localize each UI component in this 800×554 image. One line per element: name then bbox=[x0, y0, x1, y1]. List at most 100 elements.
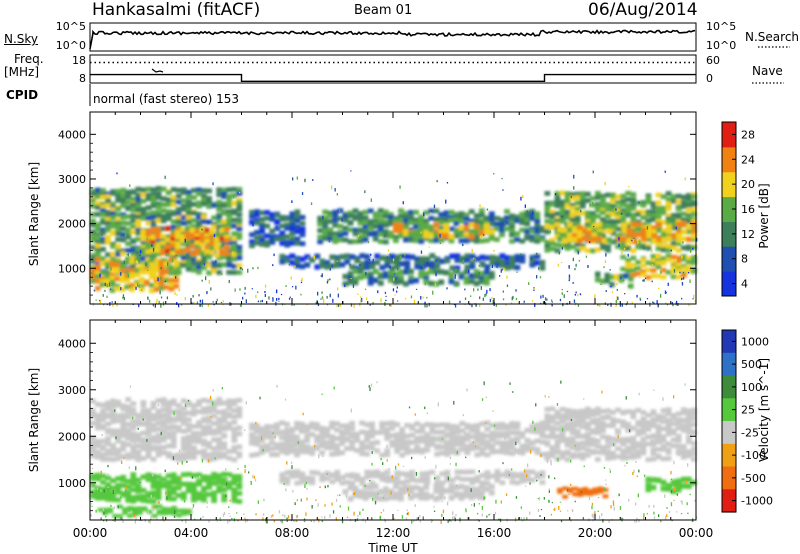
heatmap-cell bbox=[175, 414, 182, 419]
heatmap-cell bbox=[398, 269, 404, 275]
speckle-point bbox=[509, 382, 511, 385]
speckle-point bbox=[568, 494, 570, 496]
speckle-point bbox=[484, 293, 486, 298]
heatmap-cell bbox=[130, 454, 137, 460]
speckle-point bbox=[653, 504, 655, 508]
speckle-point bbox=[459, 517, 461, 521]
heatmap-cell bbox=[135, 227, 142, 233]
heatmap-cell bbox=[201, 201, 207, 207]
heatmap-cell bbox=[438, 226, 445, 231]
heatmap-cell bbox=[600, 220, 606, 226]
heatmap-cell bbox=[595, 207, 601, 213]
heatmap-cell bbox=[216, 187, 223, 193]
heatmap-cell bbox=[393, 222, 399, 228]
heatmap-cell bbox=[478, 221, 485, 227]
heatmap-cell bbox=[625, 203, 632, 208]
heatmap-cell bbox=[650, 423, 657, 429]
heatmap-cell bbox=[289, 442, 295, 448]
heatmap-cell bbox=[110, 231, 116, 236]
heatmap-cell bbox=[185, 190, 192, 195]
heatmap-cell bbox=[384, 478, 391, 484]
heatmap-cell bbox=[630, 435, 637, 441]
speckle-point bbox=[570, 418, 573, 421]
speckle-point bbox=[618, 243, 620, 247]
speckle-point bbox=[477, 288, 479, 291]
heatmap-cell bbox=[294, 447, 300, 453]
heatmap-cell bbox=[231, 489, 238, 495]
heatmap-cell bbox=[579, 424, 586, 429]
heatmap-cell bbox=[221, 411, 228, 417]
speckle-point bbox=[414, 504, 416, 507]
speckle-point bbox=[98, 299, 101, 302]
speckle-point bbox=[221, 273, 223, 275]
heatmap-cell bbox=[319, 472, 326, 478]
heatmap-cell bbox=[367, 208, 374, 214]
heatmap-cell bbox=[90, 222, 96, 228]
heatmap-cell bbox=[459, 446, 466, 452]
heatmap-cell bbox=[413, 484, 419, 491]
heatmap-cell bbox=[175, 193, 182, 199]
heatmap-cell bbox=[150, 404, 157, 410]
heatmap-cell bbox=[155, 218, 162, 224]
speckle-point bbox=[199, 299, 201, 303]
heatmap-cell bbox=[110, 201, 116, 207]
heatmap-cell bbox=[236, 499, 243, 504]
heatmap-cell bbox=[590, 420, 596, 425]
heatmap-cell bbox=[600, 450, 606, 456]
heatmap-cell bbox=[125, 214, 132, 219]
heatmap-cell bbox=[584, 235, 591, 240]
heatmap-cell bbox=[584, 442, 591, 447]
heatmap-cell bbox=[294, 480, 301, 486]
heatmap-cell bbox=[469, 260, 476, 266]
speckle-point bbox=[685, 480, 687, 484]
heatmap-cell bbox=[680, 444, 687, 449]
heatmap-cell bbox=[655, 264, 662, 270]
heatmap-cell bbox=[231, 200, 238, 206]
heatmap-cell bbox=[448, 483, 455, 489]
speckle-point bbox=[115, 436, 117, 440]
speckle-point bbox=[675, 300, 678, 305]
heatmap-cell bbox=[274, 452, 280, 458]
heatmap-cell bbox=[347, 496, 354, 502]
heatmap-cell bbox=[344, 425, 350, 431]
speckle-point bbox=[515, 441, 517, 446]
heatmap-cell bbox=[478, 224, 485, 230]
speckle-point bbox=[379, 489, 382, 492]
speckle-point bbox=[475, 303, 477, 307]
speckle-point bbox=[369, 480, 371, 482]
heatmap-cell bbox=[630, 268, 637, 273]
heatmap-cell bbox=[90, 408, 96, 413]
heatmap-cell bbox=[433, 269, 440, 275]
heatmap-cell bbox=[130, 481, 137, 487]
heatmap-cell bbox=[155, 398, 162, 403]
heatmap-cell bbox=[100, 195, 106, 200]
heatmap-cell bbox=[274, 422, 280, 428]
heatmap-cell bbox=[140, 498, 147, 503]
speckle-point bbox=[642, 279, 644, 282]
speckle-point bbox=[187, 399, 190, 402]
speckle-point bbox=[281, 519, 283, 524]
heatmap-cell bbox=[519, 474, 526, 480]
heatmap-cell bbox=[620, 456, 627, 461]
heatmap-cell bbox=[463, 225, 470, 231]
heatmap-cell bbox=[615, 226, 621, 232]
speckle-point bbox=[643, 474, 646, 477]
heatmap-cell bbox=[120, 248, 127, 254]
speckle-point bbox=[213, 234, 216, 237]
heatmap-cell bbox=[544, 200, 551, 206]
time-tick-label: 16:00 bbox=[477, 526, 512, 540]
heatmap-cell bbox=[544, 213, 551, 218]
speckle-point bbox=[207, 441, 209, 444]
heatmap-cell bbox=[610, 450, 616, 456]
speckle-point bbox=[479, 204, 481, 207]
heatmap-cell bbox=[680, 245, 687, 251]
speckle-point bbox=[326, 296, 328, 299]
heatmap-cell bbox=[660, 243, 667, 249]
heatmap-cell bbox=[354, 258, 361, 264]
heatmap-cell bbox=[153, 264, 160, 270]
heatmap-cell bbox=[514, 480, 521, 486]
heatmap-cell bbox=[259, 217, 265, 222]
heatmap-cell bbox=[424, 257, 431, 263]
heatmap-cell bbox=[90, 494, 96, 499]
